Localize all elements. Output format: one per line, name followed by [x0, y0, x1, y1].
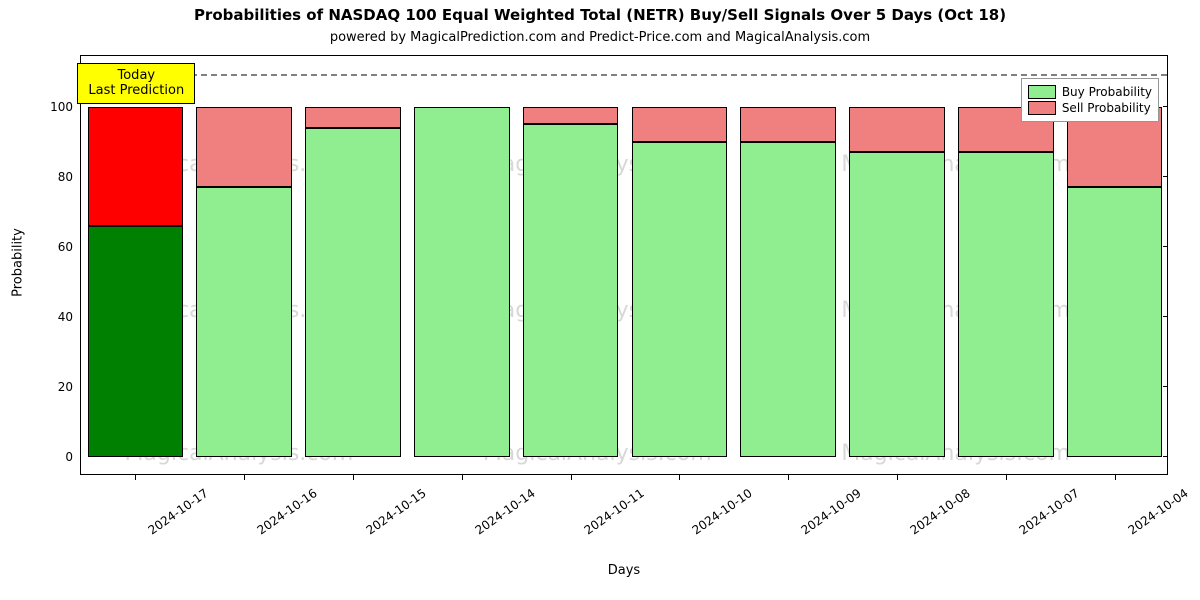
y-tick-label: 40 [58, 310, 81, 324]
today-annotation: Today Last Prediction [77, 63, 195, 104]
bar-sell-segment [632, 107, 728, 142]
bar-stack [1067, 107, 1163, 457]
x-tick-label: 2024-10-14 [472, 486, 537, 537]
y-tick-label: 0 [65, 450, 81, 464]
y-tick-mark [1163, 316, 1168, 317]
bar-buy-segment [305, 128, 401, 457]
bar-stack [88, 107, 184, 457]
legend: Buy Probability Sell Probability [1021, 78, 1159, 122]
plot-area: MagicalAnalysis.comMagicalAnalysis.comMa… [80, 55, 1168, 475]
x-tick-label: 2024-10-04 [1125, 486, 1190, 537]
x-tick-mark [788, 475, 789, 480]
legend-item: Sell Probability [1028, 101, 1152, 115]
bar-buy-segment [632, 142, 728, 457]
bar-sell-segment [305, 107, 401, 128]
bar-stack [196, 107, 292, 457]
bar-sell-segment [88, 107, 184, 226]
x-tick-mark [571, 475, 572, 480]
y-tick-label: 100 [50, 100, 81, 114]
y-tick-mark [1163, 456, 1168, 457]
legend-swatch [1028, 85, 1056, 99]
bar-stack [414, 107, 510, 457]
y-tick-mark [1163, 176, 1168, 177]
bar-buy-segment [414, 107, 510, 457]
y-tick-label: 20 [58, 380, 81, 394]
x-tick-label: 2024-10-08 [908, 486, 973, 537]
bar-buy-segment [740, 142, 836, 457]
bar-sell-segment [849, 107, 945, 153]
legend-item: Buy Probability [1028, 85, 1152, 99]
x-tick-mark [462, 475, 463, 480]
bar-stack [958, 107, 1054, 457]
chart-title: Probabilities of NASDAQ 100 Equal Weight… [0, 6, 1200, 24]
x-tick-mark [244, 475, 245, 480]
bar-stack [849, 107, 945, 457]
bar-buy-segment [523, 124, 619, 457]
x-tick-mark [897, 475, 898, 480]
chart-subtitle: powered by MagicalPrediction.com and Pre… [0, 30, 1200, 45]
x-tick-mark [135, 475, 136, 480]
x-axis-label: Days [80, 563, 1168, 578]
x-tick-label: 2024-10-17 [146, 486, 211, 537]
legend-swatch [1028, 101, 1056, 115]
y-tick-mark [1163, 386, 1168, 387]
bar-sell-segment [523, 107, 619, 125]
bar-buy-segment [849, 152, 945, 457]
bars-layer [81, 56, 1167, 474]
bar-stack [632, 107, 728, 457]
x-tick-label: 2024-10-11 [581, 486, 646, 537]
bar-buy-segment [958, 152, 1054, 457]
y-tick-label: 80 [58, 170, 81, 184]
y-tick-mark [1163, 106, 1168, 107]
bar-buy-segment [1067, 187, 1163, 457]
bar-stack [523, 107, 619, 457]
x-tick-mark [679, 475, 680, 480]
x-tick-mark [1115, 475, 1116, 480]
y-tick-mark [1163, 246, 1168, 247]
legend-label: Sell Probability [1062, 101, 1151, 115]
annotation-line2: Last Prediction [88, 83, 184, 99]
bar-buy-segment [196, 187, 292, 457]
bar-buy-segment [88, 226, 184, 457]
bar-sell-segment [196, 107, 292, 188]
x-tick-mark [1006, 475, 1007, 480]
x-tick-label: 2024-10-09 [799, 486, 864, 537]
legend-label: Buy Probability [1062, 85, 1152, 99]
x-tick-label: 2024-10-16 [255, 486, 320, 537]
y-tick-label: 60 [58, 240, 81, 254]
x-tick-label: 2024-10-15 [364, 486, 429, 537]
chart-container: Probabilities of NASDAQ 100 Equal Weight… [0, 0, 1200, 600]
x-tick-mark [353, 475, 354, 480]
y-axis-label: Probability [11, 213, 26, 313]
x-tick-label: 2024-10-10 [690, 486, 755, 537]
bar-sell-segment [740, 107, 836, 142]
annotation-line1: Today [88, 68, 184, 84]
bar-stack [740, 107, 836, 457]
x-tick-label: 2024-10-07 [1016, 486, 1081, 537]
bar-stack [305, 107, 401, 457]
